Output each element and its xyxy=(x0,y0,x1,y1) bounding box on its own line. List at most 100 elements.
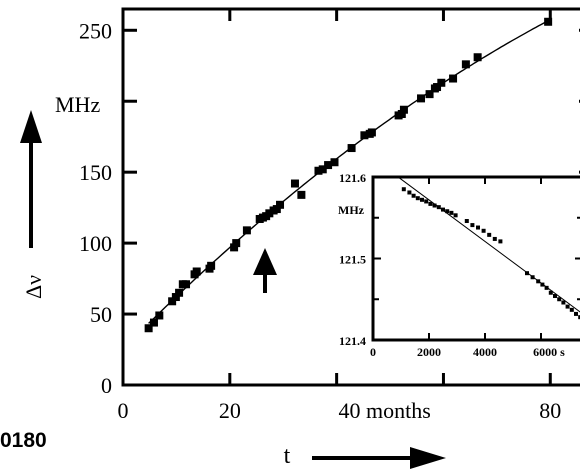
inset-data-point-2 xyxy=(411,193,416,198)
main-x-tick-label-3: 80 xyxy=(539,398,561,423)
main-y-tick-label-1: 50 xyxy=(90,302,112,327)
main-data-point-33 xyxy=(397,109,406,118)
main-data-point-20 xyxy=(272,205,281,214)
inset-data-point-30 xyxy=(569,307,574,312)
inset-data-point-13 xyxy=(464,219,469,224)
inset-data-point-4 xyxy=(420,197,424,202)
main-data-point-12 xyxy=(230,243,239,252)
main-data-point-25 xyxy=(318,165,327,174)
inset-data-point-5 xyxy=(424,199,429,204)
inset-data-point-15 xyxy=(476,225,480,230)
main-data-point-43 xyxy=(544,17,553,26)
main-data-point-38 xyxy=(433,83,442,92)
inset-y-tick-labels: 121.4 121.5 121.6 xyxy=(339,171,366,348)
main-data-point-1 xyxy=(149,318,158,327)
main-y-axis-label: Δν xyxy=(21,275,46,299)
main-data-point-35 xyxy=(417,94,426,103)
inset-data-point-26 xyxy=(553,293,557,298)
main-x-axis-label: t xyxy=(284,443,291,469)
main-y-tick-label-3: 150 xyxy=(79,160,112,185)
main-plot-frame xyxy=(121,7,580,387)
main-data-point-0 xyxy=(144,324,153,333)
main-y-tick-label-4: 250 xyxy=(79,18,112,43)
main-data-point-7 xyxy=(182,280,191,289)
inset-y-tick-label-0: 121.4 xyxy=(339,334,366,348)
inset-data-point-18 xyxy=(492,236,497,241)
main-data-point-11 xyxy=(207,261,216,270)
main-data-point-21 xyxy=(276,200,285,209)
y-direction-arrow xyxy=(20,110,42,248)
inset-data-point-9 xyxy=(441,207,445,212)
side-label: 0180 xyxy=(0,429,47,452)
main-data-point-5 xyxy=(175,288,184,297)
inset-data-point-3 xyxy=(415,196,420,201)
main-data-point-23 xyxy=(297,190,306,199)
inset-data-point-24 xyxy=(544,285,549,290)
inset-data-point-21 xyxy=(530,275,535,280)
main-data-point-4 xyxy=(171,293,180,302)
main-data-point-14 xyxy=(242,226,251,235)
inset-ticks xyxy=(372,176,580,341)
inset-data-point-28 xyxy=(561,300,566,305)
inset-x-tick-labels: 0 2000 4000 6000 s xyxy=(370,345,565,359)
main-y-tick-label-0: 0 xyxy=(101,373,112,398)
main-data-point-2 xyxy=(155,311,164,320)
main-data-point-42 xyxy=(473,53,482,62)
inset-data-point-1 xyxy=(407,190,412,195)
main-data-point-29 xyxy=(360,131,369,140)
main-data-point-22 xyxy=(290,179,299,188)
inset-data-point-11 xyxy=(449,210,454,215)
main-data-point-41 xyxy=(461,60,470,69)
inset-data-point-7 xyxy=(432,203,437,208)
main-data-point-26 xyxy=(324,161,333,170)
inset-data-point-32 xyxy=(578,315,580,320)
inset-plot-frame xyxy=(371,175,580,342)
main-y-tick-labels: 0 50 100 150 250 xyxy=(79,18,112,398)
main-data-point-34 xyxy=(399,105,408,114)
inset-data-points xyxy=(401,187,580,320)
main-data-point-36 xyxy=(425,90,434,99)
main-ticks xyxy=(121,9,580,387)
inset-data-point-10 xyxy=(445,209,450,214)
inset-data-point-25 xyxy=(548,290,553,295)
inset-data-point-6 xyxy=(428,201,433,206)
inset-data-point-19 xyxy=(498,239,503,244)
main-data-point-39 xyxy=(437,78,446,87)
inset-data-point-27 xyxy=(557,297,562,302)
main-data-point-13 xyxy=(232,239,241,248)
main-x-tick-label-1: 20 xyxy=(219,398,241,423)
inset-data-point-0 xyxy=(401,187,406,192)
main-data-points xyxy=(144,17,553,333)
annotation-arrow xyxy=(253,248,277,293)
main-data-point-27 xyxy=(330,158,339,167)
inset-data-point-31 xyxy=(574,311,578,316)
inset-data-point-23 xyxy=(540,282,545,287)
main-data-point-18 xyxy=(265,209,274,218)
inset-x-tick-label-0: 0 xyxy=(370,345,376,359)
inset-data-point-8 xyxy=(436,205,441,210)
x-direction-arrow xyxy=(312,447,446,469)
inset-y-tick-label-2: 121.6 xyxy=(339,171,366,185)
main-y-unit-label: MHz xyxy=(55,92,100,117)
inset-data-point-29 xyxy=(565,304,570,309)
inset-x-tick-label-3: 6000 s xyxy=(533,345,565,359)
main-x-tick-label-0: 0 xyxy=(118,398,129,423)
main-x-tick-label-2: 40 months xyxy=(338,398,430,423)
inset-x-tick-label-1: 2000 xyxy=(417,345,441,359)
main-x-tick-labels: 0 20 40 months 80 xyxy=(118,398,562,423)
inset-x-tick-label-2: 4000 xyxy=(473,345,497,359)
inset-y-tick-label-1: 121.5 xyxy=(339,253,366,267)
main-data-point-40 xyxy=(449,74,458,83)
main-data-point-31 xyxy=(367,128,376,137)
main-data-point-28 xyxy=(347,144,356,153)
inset-data-point-20 xyxy=(525,271,529,276)
inset-data-point-22 xyxy=(536,279,541,284)
inset-data-point-14 xyxy=(470,223,475,228)
main-y-tick-label-2: 100 xyxy=(79,231,112,256)
inset-data-point-16 xyxy=(481,228,486,233)
main-data-point-9 xyxy=(192,267,201,276)
inset-data-point-12 xyxy=(453,213,458,218)
main-data-point-24 xyxy=(314,166,323,175)
inset-data-point-17 xyxy=(487,232,492,237)
